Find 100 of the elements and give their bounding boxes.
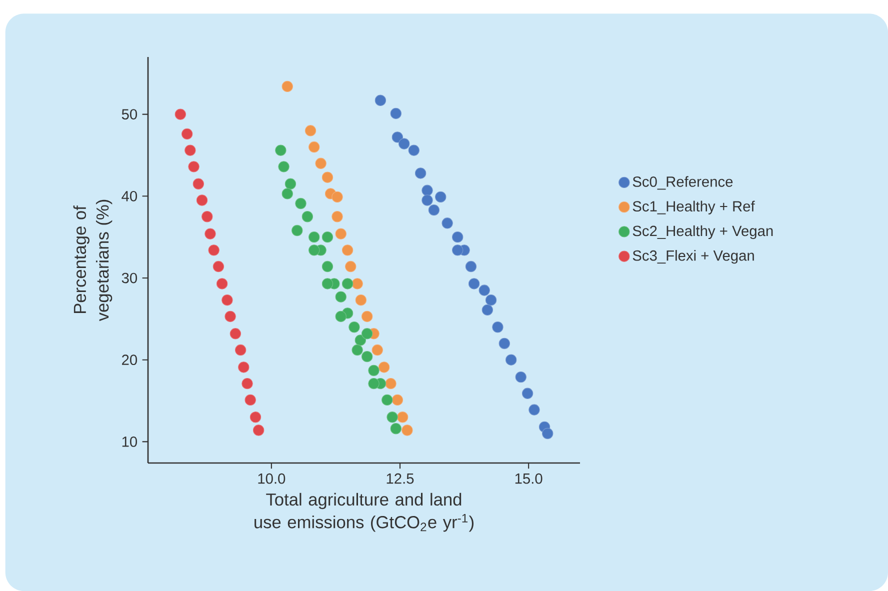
point bbox=[392, 394, 404, 406]
point bbox=[242, 378, 253, 390]
point bbox=[275, 144, 286, 156]
point bbox=[482, 304, 494, 316]
point bbox=[332, 191, 343, 203]
point bbox=[208, 244, 220, 256]
point bbox=[224, 310, 236, 322]
point bbox=[204, 228, 216, 240]
point bbox=[322, 260, 334, 272]
point bbox=[295, 198, 306, 210]
point bbox=[372, 344, 383, 356]
point bbox=[361, 350, 373, 362]
y-tick-label: 40 bbox=[122, 190, 138, 202]
point bbox=[308, 141, 320, 153]
point bbox=[192, 178, 204, 190]
point bbox=[174, 108, 186, 120]
point bbox=[292, 224, 303, 236]
point bbox=[390, 108, 402, 120]
point bbox=[378, 362, 390, 373]
x-tick-label: 15.0 bbox=[515, 473, 542, 484]
y-tick-label: 30 bbox=[122, 272, 138, 284]
point bbox=[352, 344, 363, 356]
point bbox=[374, 94, 386, 106]
point bbox=[396, 412, 408, 423]
point bbox=[361, 310, 373, 322]
point bbox=[222, 294, 233, 306]
point bbox=[505, 354, 517, 366]
point bbox=[188, 161, 200, 172]
point bbox=[386, 412, 398, 423]
y-tick-label: 10 bbox=[122, 436, 138, 447]
legend-label: Sc2_Healthy + Vegan bbox=[632, 225, 773, 240]
x-axis-title: Total agriculture and land use emissions (GtCO$_{2}$e yr$^{-1}$) bbox=[254, 492, 474, 532]
y-tick-label: 20 bbox=[122, 354, 138, 366]
point bbox=[342, 244, 354, 256]
point bbox=[368, 364, 380, 376]
point bbox=[382, 394, 393, 406]
point bbox=[181, 128, 193, 140]
point bbox=[398, 138, 410, 150]
x-tick-label: 10.0 bbox=[258, 473, 286, 484]
point bbox=[308, 244, 320, 256]
point bbox=[278, 161, 290, 172]
point bbox=[282, 188, 293, 200]
point bbox=[202, 211, 213, 222]
point bbox=[335, 310, 346, 322]
point bbox=[422, 194, 433, 206]
point bbox=[354, 334, 366, 346]
point bbox=[402, 424, 413, 436]
point bbox=[335, 228, 346, 240]
point bbox=[238, 362, 250, 373]
point bbox=[468, 278, 480, 290]
y-tick-label: 50 bbox=[122, 109, 138, 120]
point bbox=[230, 328, 242, 340]
point bbox=[465, 260, 477, 272]
point bbox=[428, 204, 440, 216]
point bbox=[212, 260, 224, 272]
point bbox=[244, 394, 256, 406]
legend-label: Sc1_Healthy + Ref bbox=[632, 200, 755, 214]
point bbox=[345, 260, 356, 272]
point bbox=[361, 328, 373, 340]
point bbox=[322, 231, 334, 243]
point bbox=[282, 80, 293, 92]
point bbox=[216, 278, 228, 290]
point bbox=[352, 278, 363, 290]
point bbox=[335, 291, 346, 302]
point bbox=[252, 424, 264, 436]
point bbox=[322, 278, 334, 290]
point bbox=[302, 211, 314, 222]
point bbox=[355, 294, 367, 306]
point bbox=[390, 423, 402, 434]
point bbox=[234, 344, 246, 356]
legend-label: Sc0_Reference bbox=[632, 176, 733, 190]
point bbox=[498, 338, 510, 350]
point bbox=[522, 388, 534, 400]
point bbox=[368, 378, 380, 390]
point bbox=[322, 172, 334, 183]
point bbox=[392, 132, 404, 143]
point bbox=[478, 284, 490, 296]
point bbox=[184, 144, 196, 156]
point bbox=[348, 322, 360, 333]
point bbox=[528, 404, 540, 416]
point bbox=[304, 125, 316, 136]
point bbox=[442, 218, 453, 229]
point bbox=[515, 371, 526, 383]
y-axis-title: Percentage of vegetarians (%) bbox=[73, 200, 112, 322]
point bbox=[196, 194, 208, 206]
point bbox=[414, 168, 426, 179]
point bbox=[332, 211, 343, 222]
point bbox=[250, 412, 262, 423]
legend-label: Sc3_Flexi + Vegan bbox=[632, 250, 754, 264]
point bbox=[435, 191, 446, 203]
x-tick-label: 12.5 bbox=[386, 473, 414, 484]
point bbox=[452, 244, 464, 256]
point bbox=[485, 294, 497, 306]
point bbox=[385, 378, 396, 390]
point bbox=[284, 178, 296, 190]
point bbox=[342, 278, 354, 290]
point bbox=[492, 322, 504, 333]
point bbox=[308, 231, 320, 243]
point bbox=[452, 231, 464, 243]
point bbox=[408, 144, 420, 156]
